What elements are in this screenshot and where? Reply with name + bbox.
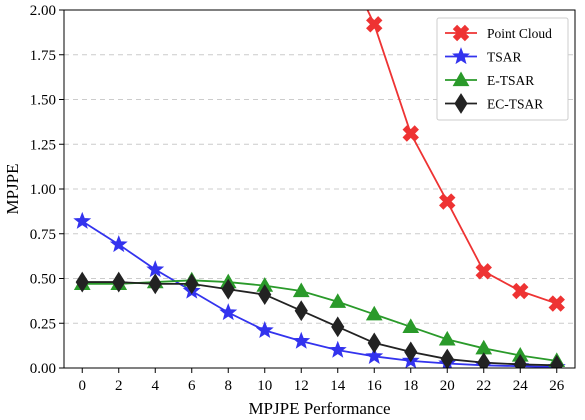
legend: Point Cloud TSAR E-TSAR EC-TSAR [436, 17, 569, 121]
data-point [258, 284, 272, 306]
series-point-cloud [366, 10, 565, 312]
data-point [475, 263, 492, 280]
legend-label: TSAR [487, 50, 522, 65]
x-tick-label: 12 [294, 378, 309, 394]
legend-label: E-TSAR [487, 73, 534, 88]
x-axis: 0 2 4 6 8 10 12 14 16 18 20 22 24 26 [79, 368, 565, 394]
data-point [440, 348, 454, 368]
x-tick-label: 22 [476, 378, 491, 394]
data-point [550, 354, 564, 368]
series-line [82, 279, 557, 362]
y-tick-label: 2.00 [30, 3, 56, 19]
data-point [365, 346, 384, 364]
y-tick-label: 0.50 [30, 272, 56, 288]
data-point [255, 321, 274, 339]
y-tick-label: 1.75 [30, 48, 56, 64]
data-point [404, 341, 418, 363]
legend-box [436, 17, 569, 121]
data-point [366, 16, 383, 33]
data-point [548, 295, 565, 312]
y-tick-label: 1.25 [30, 137, 56, 153]
data-point [402, 318, 420, 333]
y-tick-label: 1.00 [30, 182, 56, 198]
data-point [329, 293, 347, 308]
legend-marker [452, 47, 470, 65]
x-tick-label: 16 [367, 378, 383, 394]
series-line [81, 220, 557, 368]
data-point [331, 316, 345, 338]
data-point [185, 273, 199, 295]
data-point [148, 273, 162, 295]
x-tick-label: 6 [188, 378, 196, 394]
data-point [367, 332, 381, 354]
y-tick-label: 0.00 [30, 361, 56, 377]
data-point [73, 211, 92, 229]
legend-item: EC-TSAR [445, 93, 543, 114]
x-tick-label: 8 [225, 378, 233, 394]
data-point [328, 340, 347, 358]
legend-marker [454, 93, 468, 114]
x-tick-label: 10 [257, 378, 272, 394]
data-point [75, 271, 89, 293]
data-point [438, 330, 456, 346]
legend-label: EC-TSAR [487, 97, 543, 112]
series-ec-tsar [75, 271, 564, 368]
x-tick-label: 14 [330, 378, 346, 394]
data-point [146, 260, 165, 278]
x-tick-label: 2 [115, 378, 123, 394]
data-point [294, 300, 308, 322]
legend-item: Point Cloud [445, 24, 552, 42]
legend-marker [452, 71, 470, 87]
x-tick-label: 0 [79, 378, 87, 394]
x-axis-title: MPJPE Performance [248, 399, 390, 418]
y-axis: 0.00 0.25 0.50 0.75 1.00 1.25 1.50 1.75 2.00 [30, 3, 64, 377]
legend-label: Point Cloud [487, 26, 552, 41]
legend-marker [452, 24, 470, 42]
x-tick-label: 20 [440, 378, 455, 394]
data-point [112, 271, 126, 293]
series-layer [73, 10, 566, 368]
y-tick-label: 1.50 [30, 93, 56, 109]
x-tick-label: 18 [403, 378, 418, 394]
y-axis-title: MPJPE [3, 163, 22, 214]
data-point [221, 278, 235, 300]
data-point [365, 305, 383, 321]
x-tick-label: 4 [152, 378, 160, 394]
x-tick-label: 26 [549, 378, 565, 394]
data-point [219, 303, 238, 321]
data-point [477, 352, 491, 368]
grid-lines [64, 54, 575, 324]
data-point [439, 193, 456, 210]
data-point [292, 282, 310, 298]
legend-item: E-TSAR [445, 71, 534, 88]
data-point [512, 282, 529, 300]
legend-item: TSAR [445, 47, 522, 65]
data-point [513, 353, 527, 368]
data-point [402, 125, 419, 142]
data-point [292, 331, 311, 349]
x-tick-label: 24 [513, 378, 529, 394]
y-tick-label: 0.25 [30, 316, 56, 332]
data-point [109, 235, 128, 253]
y-tick-label: 0.75 [30, 227, 56, 243]
